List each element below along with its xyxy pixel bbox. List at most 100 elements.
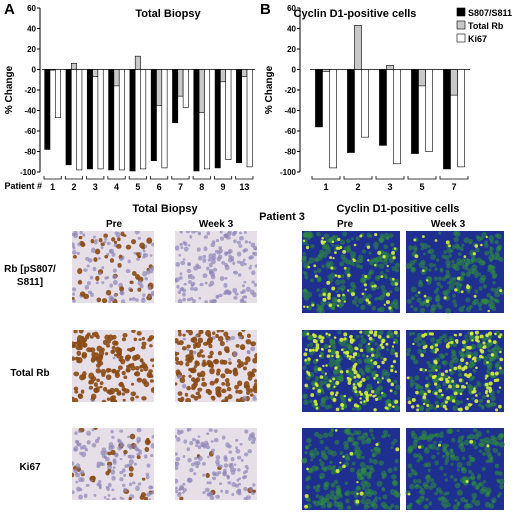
cell-nucleus [181,491,185,494]
if-positive-nucleus [337,247,341,250]
cell-nucleus [177,298,183,303]
cell-nucleus [96,464,101,469]
cell-nucleus [175,382,178,386]
if-positive-nucleus [463,372,468,377]
cell-nucleus [114,452,119,457]
cell-nucleus [148,267,154,274]
if-green-cell [375,351,381,358]
if-green-cell [415,499,420,504]
if-positive-nucleus [329,379,332,383]
if-positive-nucleus [392,256,396,260]
cell-nucleus [227,481,232,485]
if-green-cell [458,350,463,355]
if-image-r2-c1 [301,329,401,412]
if-green-cell [478,392,482,396]
cell-nucleus [247,449,252,454]
cell-nucleus [84,334,90,340]
if-positive-nucleus [445,379,450,384]
cell-nucleus [228,338,232,341]
cell-nucleus [113,353,118,357]
cell-nucleus [78,488,83,492]
cell-nucleus [220,373,226,379]
bar-total-rb-7 [177,69,184,97]
if-green-cell [425,474,431,479]
if-green-cell [308,443,312,447]
cell-nucleus [95,368,101,374]
cell-nucleus [135,252,141,256]
if-green-cell [455,245,461,250]
if-green-cell [423,462,428,468]
bar-total-rb-1 [49,69,56,71]
if-positive-nucleus [474,399,479,404]
if-positive-nucleus [472,389,477,394]
bar-ki67-7 [182,69,189,108]
if-positive-nucleus [465,382,468,385]
if-green-cell [479,488,486,495]
if-green-cell [322,467,328,472]
if-green-cell [345,498,350,504]
if-positive-nucleus [311,333,316,337]
if-green-cell [414,375,420,381]
if-green-cell [378,237,384,244]
cell-nucleus [237,491,242,496]
cell-nucleus [140,359,144,363]
if-positive-nucleus [416,408,420,412]
if-positive-nucleus [490,371,495,376]
if-positive-nucleus [394,352,398,356]
if-green-cell [423,448,430,454]
x-tick-label: 6 [157,182,162,192]
if-green-cell [350,357,356,363]
if-positive-nucleus [474,359,477,363]
if-green-cell [351,299,358,305]
if-green-cell [413,307,418,312]
if-green-cell [361,273,365,278]
if-green-cell [468,362,475,368]
cell-nucleus [202,443,207,449]
if-green-cell [414,436,420,443]
if-green-cell [337,504,344,511]
if-positive-nucleus [312,339,317,343]
if-green-cell [320,397,327,404]
cell-nucleus [177,374,182,380]
if-green-cell [469,456,475,462]
if-green-cell [361,432,368,439]
if-green-cell [386,348,390,352]
cell-nucleus [215,386,221,393]
if-positive-nucleus [332,257,335,260]
cell-nucleus [113,340,119,346]
if-green-cell [318,458,323,462]
cell-nucleus [137,482,142,486]
if-green-cell [484,250,490,256]
if-positive-nucleus [310,393,315,398]
if-positive-nucleus [448,384,452,389]
cell-nucleus [193,472,197,476]
x-tick-label: 3 [93,182,98,192]
if-positive-nucleus [331,240,335,244]
if-green-cell [325,263,331,269]
if-green-cell [420,389,425,395]
cell-nucleus [251,270,256,276]
if-green-cell [334,439,340,445]
bar-total-rb-3 [386,65,394,70]
if-positive-nucleus [371,353,375,357]
if-green-cell [407,245,414,251]
bar-total-rb-1 [322,69,330,72]
if-positive-nucleus [457,365,462,370]
cell-nucleus [88,380,92,385]
if-green-cell [304,445,310,450]
cell-nucleus [125,269,131,274]
cell-nucleus [221,435,226,440]
if-positive-nucleus [366,245,371,249]
if-image-r3-c2 [405,427,505,510]
cell-nucleus [73,255,77,259]
legend-label: Ki67 [468,34,487,44]
cell-nucleus [129,433,136,440]
if-green-cell [422,252,426,256]
if-green-cell [303,255,307,259]
bar-total-rb-5 [418,69,426,87]
if-green-cell [327,465,333,471]
if-green-cell [361,485,366,490]
bar-s807-s811-1 [44,69,51,150]
if-positive-nucleus [334,251,337,254]
